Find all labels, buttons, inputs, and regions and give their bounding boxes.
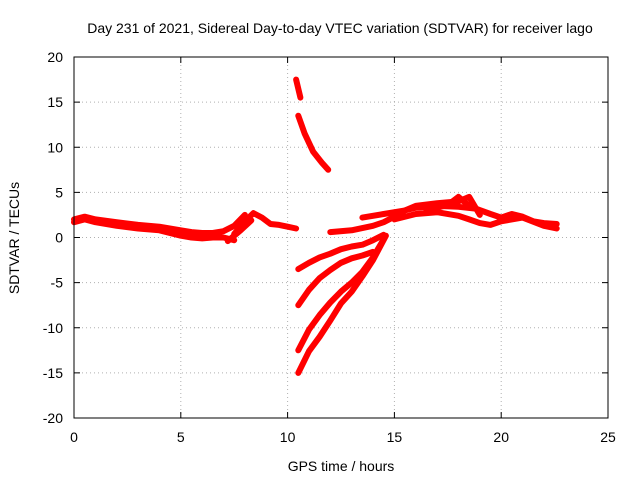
data-layer: [71, 76, 560, 376]
y-tick-label: 10: [47, 139, 63, 155]
data-series-9: [295, 236, 387, 354]
x-axis-label: GPS time / hours: [288, 458, 395, 474]
x-tick-label: 10: [280, 429, 296, 445]
y-axis-label: SDTVAR / TECUs: [6, 182, 22, 294]
x-tick-label: 0: [70, 429, 78, 445]
data-series-13: [391, 209, 560, 232]
y-tick-label: 0: [55, 230, 63, 246]
data-series-4: [224, 217, 255, 245]
grid: [74, 57, 608, 418]
y-tick-label: 20: [47, 49, 63, 65]
y-tick-label: 5: [55, 184, 63, 200]
y-tick-label: 15: [47, 94, 63, 110]
x-tick-label: 20: [493, 429, 509, 445]
axis-ticks: 0 5 10 15 20 25 -20 -15 -10 -5 0 5 10 15 20: [43, 49, 616, 445]
x-tick-label: 15: [387, 429, 403, 445]
data-series-7: [295, 231, 387, 273]
x-tick-label: 25: [600, 429, 616, 445]
chart-title: Day 231 of 2021, Sidereal Day-to-day VTE…: [87, 20, 593, 36]
data-series-5: [293, 76, 304, 101]
data-series-2: [71, 216, 238, 244]
y-tick-label: -10: [43, 320, 63, 336]
data-series-3: [231, 210, 300, 237]
y-tick-label: -15: [43, 365, 63, 381]
x-tick-label: 5: [177, 429, 185, 445]
y-tick-label: -5: [51, 275, 64, 291]
data-series-6: [295, 112, 332, 173]
data-series-14: [423, 193, 473, 214]
data-series-10: [295, 232, 389, 376]
y-tick-label: -20: [43, 410, 63, 426]
data-series-8: [295, 248, 376, 309]
